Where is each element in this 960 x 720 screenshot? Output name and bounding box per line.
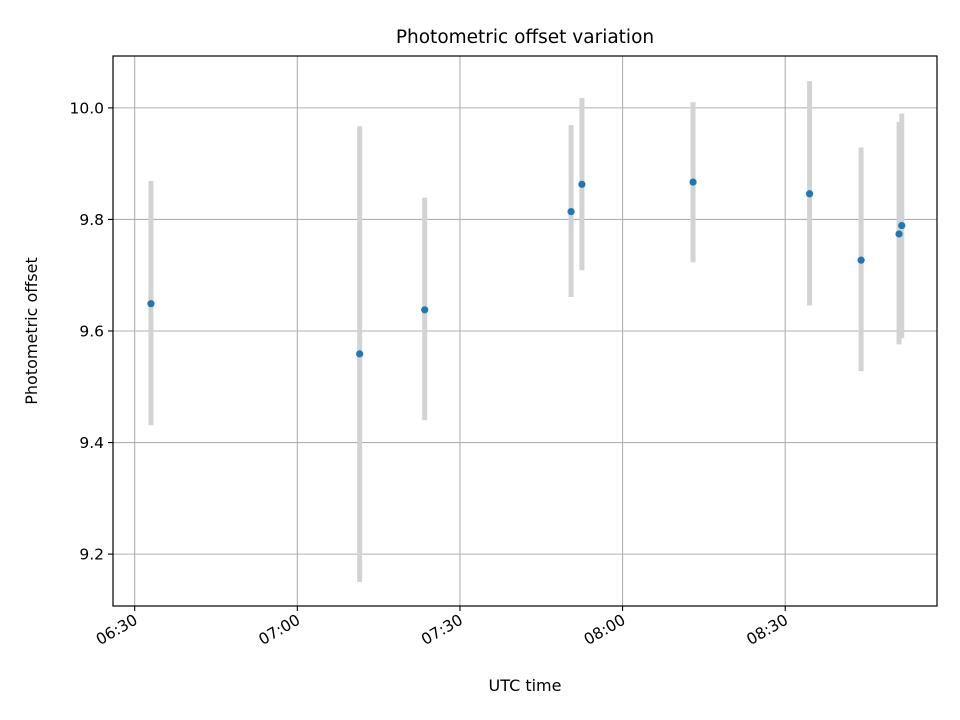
y-tick-label: 9.6 <box>79 323 104 341</box>
x-tick-label: 07:00 <box>256 611 304 649</box>
data-point <box>895 230 903 238</box>
y-tick-label: 10.0 <box>69 99 104 117</box>
data-point <box>898 221 906 230</box>
y-tick-label: 9.4 <box>79 434 104 452</box>
data-point <box>356 350 364 358</box>
data-point <box>578 180 586 188</box>
data-point <box>421 306 429 314</box>
data-point <box>567 208 575 216</box>
data-point <box>806 190 814 198</box>
x-tick-label: 08:30 <box>744 611 792 649</box>
y-tick-label: 9.2 <box>79 546 104 564</box>
data-point <box>147 300 155 308</box>
x-tick-label: 06:30 <box>93 611 141 649</box>
data-point <box>689 178 697 186</box>
point-layer <box>147 178 906 358</box>
x-axis-label: UTC time <box>489 676 562 695</box>
y-tick-label: 9.8 <box>79 211 104 229</box>
chart-title: Photometric offset variation <box>396 27 654 48</box>
y-axis-label: Photometric offset <box>22 257 41 405</box>
errorbar-layer <box>148 81 905 583</box>
grid-layer <box>113 56 937 606</box>
tick-layer: 06:30 07:00 07:30 08:00 08:30 9.2 9.4 9.6 9.8 10.… <box>69 99 791 648</box>
x-tick-label: 08:00 <box>581 611 629 649</box>
x-tick-label: 07:30 <box>418 611 466 649</box>
data-point <box>857 256 865 264</box>
